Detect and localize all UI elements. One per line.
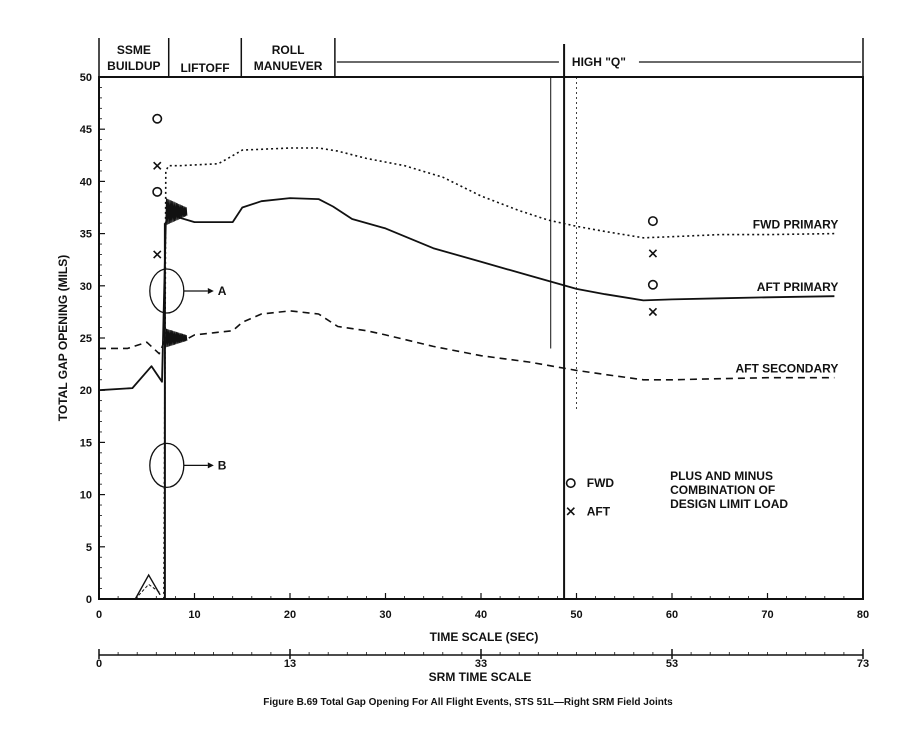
axes: 0 5 10 15 20 25 30 35 40 45 50 0 10 20 30 40 50 60 70 80 0 13… bbox=[80, 72, 869, 670]
fwd-limit-marker bbox=[647, 216, 658, 227]
legend-note-line: DESIGN LIMIT LOAD bbox=[670, 497, 788, 511]
legend-aft-symbol bbox=[566, 507, 575, 516]
y-tick-label: 40 bbox=[80, 176, 92, 188]
annotation-ellipse bbox=[149, 268, 185, 314]
fwd-limit-marker bbox=[152, 113, 163, 124]
y-tick-label: 45 bbox=[80, 124, 92, 136]
srm-tick-label: 0 bbox=[96, 658, 102, 670]
phase-label: ROLL bbox=[272, 43, 305, 57]
series-line bbox=[98, 197, 835, 392]
y-tick-label: 0 bbox=[86, 594, 92, 606]
legend-fwd-label: FWD bbox=[587, 476, 615, 490]
x-tick-label: 70 bbox=[761, 609, 773, 621]
aft-limit-marker bbox=[153, 250, 162, 259]
annotation-arrowhead bbox=[207, 462, 214, 469]
aft-limit-marker bbox=[648, 249, 658, 258]
srm-tick-label: 73 bbox=[857, 658, 869, 670]
fwd-limit-marker bbox=[152, 186, 163, 197]
x-axis-title: TIME SCALE (SEC) bbox=[430, 630, 539, 644]
y-tick-label: 5 bbox=[86, 542, 92, 554]
srm-tick-label: 13 bbox=[284, 658, 296, 670]
srm-tick-label: 53 bbox=[666, 658, 678, 670]
pre-liftoff-hump bbox=[134, 583, 161, 600]
phase-label: BUILDUP bbox=[107, 59, 160, 73]
phase-label: SSME bbox=[117, 43, 151, 57]
y-tick-label: 15 bbox=[80, 437, 92, 449]
annotation-label: A bbox=[218, 284, 227, 298]
series-label: FWD PRIMARY bbox=[753, 218, 839, 232]
aft-limit-marker bbox=[648, 307, 658, 317]
annotations: AB bbox=[149, 268, 227, 489]
phase-label: HIGH "Q" bbox=[572, 55, 626, 69]
legend-fwd-symbol bbox=[565, 478, 576, 489]
aft-primary-oscillation bbox=[165, 198, 188, 226]
series-line bbox=[99, 310, 835, 381]
design-limit-markers bbox=[152, 113, 658, 317]
y-tick-label: 25 bbox=[80, 333, 92, 345]
series-label: AFT SECONDARY bbox=[735, 362, 838, 376]
fwd-limit-marker bbox=[647, 279, 658, 290]
legend-note-line: COMBINATION OF bbox=[670, 483, 775, 497]
x-tick-label: 80 bbox=[857, 609, 869, 621]
y-tick-label: 50 bbox=[80, 72, 92, 84]
aft-limit-marker bbox=[153, 161, 162, 170]
x-tick-label: 10 bbox=[188, 609, 200, 621]
annotation-ellipse bbox=[149, 442, 185, 489]
x-tick-label: 30 bbox=[379, 609, 391, 621]
srm-tick-label: 33 bbox=[475, 658, 487, 670]
y-tick-label: 20 bbox=[80, 385, 92, 397]
chart-title: Figure B.69 Total Gap Opening For All Fl… bbox=[263, 697, 673, 708]
series-label: AFT PRIMARY bbox=[757, 280, 839, 294]
x-tick-label: 50 bbox=[570, 609, 582, 621]
legend-note-line: PLUS AND MINUS bbox=[670, 469, 773, 483]
legend-aft-label: AFT bbox=[587, 504, 611, 518]
series-line bbox=[99, 147, 835, 600]
phase-band: SSME BUILDUP LIFTOFF ROLL MANUEVER HIGH "Q" bbox=[98, 38, 864, 77]
annotation-arrowhead bbox=[207, 288, 214, 295]
phase-label: LIFTOFF bbox=[180, 61, 229, 75]
annotation-label: B bbox=[218, 458, 227, 472]
pre-liftoff-hump bbox=[134, 573, 161, 600]
plot-frame bbox=[98, 76, 864, 600]
y-tick-label: 10 bbox=[80, 490, 92, 502]
y-axis-title: TOTAL GAP OPENING (MILS) bbox=[56, 255, 70, 421]
x-tick-label: 60 bbox=[666, 609, 678, 621]
x-tick-label: 20 bbox=[284, 609, 296, 621]
series-lines: FWD PRIMARY AFT PRIMARY AFT SECONDARY bbox=[98, 44, 839, 600]
phase-label: MANUEVER bbox=[254, 59, 323, 73]
srm-scale-title: SRM TIME SCALE bbox=[429, 670, 532, 684]
aft-secondary-oscillation bbox=[165, 328, 188, 348]
y-tick-label: 30 bbox=[80, 281, 92, 293]
x-tick-label: 0 bbox=[96, 609, 102, 621]
x-tick-label: 40 bbox=[475, 609, 487, 621]
y-tick-label: 35 bbox=[80, 229, 92, 241]
